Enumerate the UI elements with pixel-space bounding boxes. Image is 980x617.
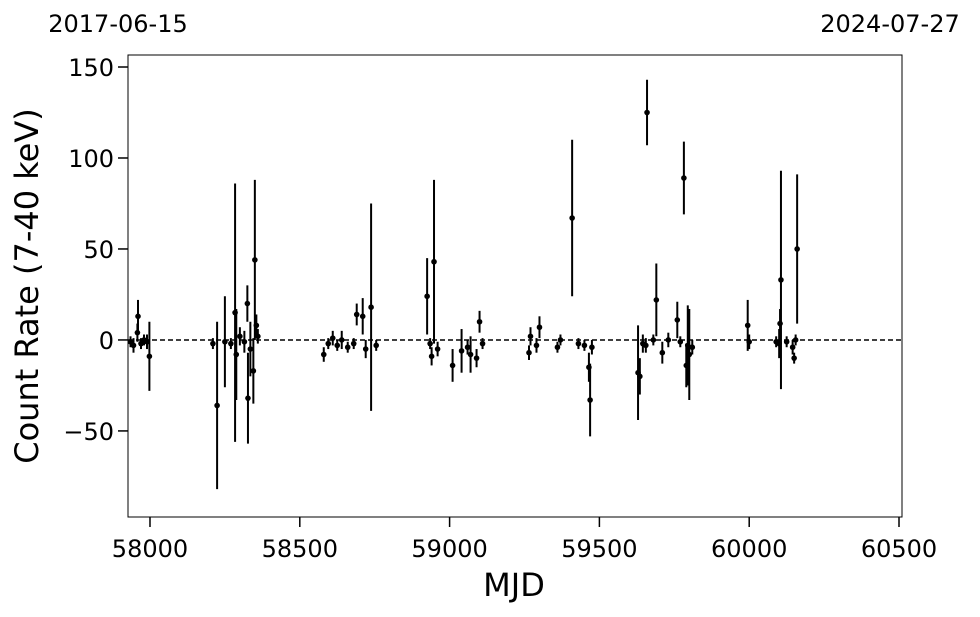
data-point (677, 338, 684, 345)
data-point (237, 333, 243, 340)
data-point (252, 257, 258, 263)
data-point (746, 338, 753, 345)
plot-frame (127, 54, 903, 518)
data-point (241, 338, 248, 345)
data-point (233, 351, 240, 358)
data-point (783, 338, 790, 345)
y-tick-label: 50 (83, 236, 114, 264)
data-point (569, 215, 575, 221)
data-point (674, 317, 681, 323)
data-point (434, 346, 441, 352)
data-point (464, 344, 471, 351)
data-point (344, 344, 351, 351)
date-annotation: 2024-07-27 (820, 10, 959, 38)
data-point (467, 351, 474, 358)
data-point (325, 340, 332, 347)
data-point (686, 351, 693, 358)
data-point (479, 340, 486, 347)
data-point (449, 362, 456, 369)
data-point (214, 402, 220, 409)
data-point (250, 368, 257, 374)
data-point (744, 322, 751, 329)
data-point (778, 277, 784, 283)
data-point (130, 342, 137, 349)
data-point (431, 258, 437, 265)
data-point (228, 340, 234, 347)
data-point (334, 342, 341, 349)
x-tick-label: 60000 (711, 535, 787, 563)
x-tick-label: 60500 (861, 535, 937, 563)
x-tick-label: 59000 (411, 535, 487, 563)
data-point (587, 397, 593, 403)
y-tick-label: −50 (63, 418, 114, 446)
data-point (359, 313, 366, 320)
data-point (789, 344, 796, 351)
data-point (253, 322, 260, 329)
y-tick-label: 150 (68, 54, 114, 82)
data-point (791, 355, 797, 361)
data-point (362, 346, 369, 352)
data-point (134, 329, 141, 336)
x-axis-label: MJD (483, 566, 545, 604)
data-point (689, 344, 696, 351)
data-point (681, 175, 687, 181)
data-point (792, 337, 799, 343)
data-point (575, 340, 582, 347)
x-tick-label: 58500 (262, 535, 338, 563)
data-point (146, 353, 153, 360)
data-point (458, 348, 465, 354)
data-point (473, 355, 480, 361)
data-point (653, 297, 660, 303)
data-point (244, 300, 251, 307)
data-point (255, 333, 261, 340)
data-point (536, 324, 543, 331)
data-point (526, 349, 532, 356)
data-point (557, 337, 564, 343)
data-point (665, 337, 672, 343)
data-point (338, 337, 345, 343)
data-point (659, 349, 666, 356)
data-point (650, 337, 657, 343)
data-point (428, 353, 435, 360)
y-axis-label: Count Rate (7-40 keV) (8, 108, 46, 463)
data-point (329, 335, 336, 341)
data-point (320, 351, 327, 358)
data-point (350, 340, 357, 347)
data-point (135, 313, 141, 320)
data-point (637, 373, 643, 380)
data-point (245, 395, 251, 401)
y-tick-label: 100 (68, 145, 114, 173)
data-point (794, 246, 800, 252)
y-tick-label: 0 (99, 327, 114, 355)
data-point (368, 304, 374, 310)
data-point (581, 342, 588, 349)
data-point (373, 342, 379, 349)
x-tick-label: 58000 (112, 535, 188, 563)
data-point (476, 318, 483, 325)
data-point (247, 346, 254, 352)
data-point (554, 344, 561, 351)
data-point (527, 333, 534, 340)
data-point (589, 344, 595, 351)
data-point (353, 311, 360, 318)
data-point (427, 340, 433, 347)
data-point (222, 338, 228, 345)
data-point (644, 109, 650, 116)
data-point (533, 342, 540, 349)
data-point (424, 293, 430, 300)
x-tick-label: 59500 (561, 535, 637, 563)
date-annotation: 2017-06-15 (48, 10, 187, 38)
data-point (643, 342, 649, 349)
data-point (210, 340, 216, 347)
